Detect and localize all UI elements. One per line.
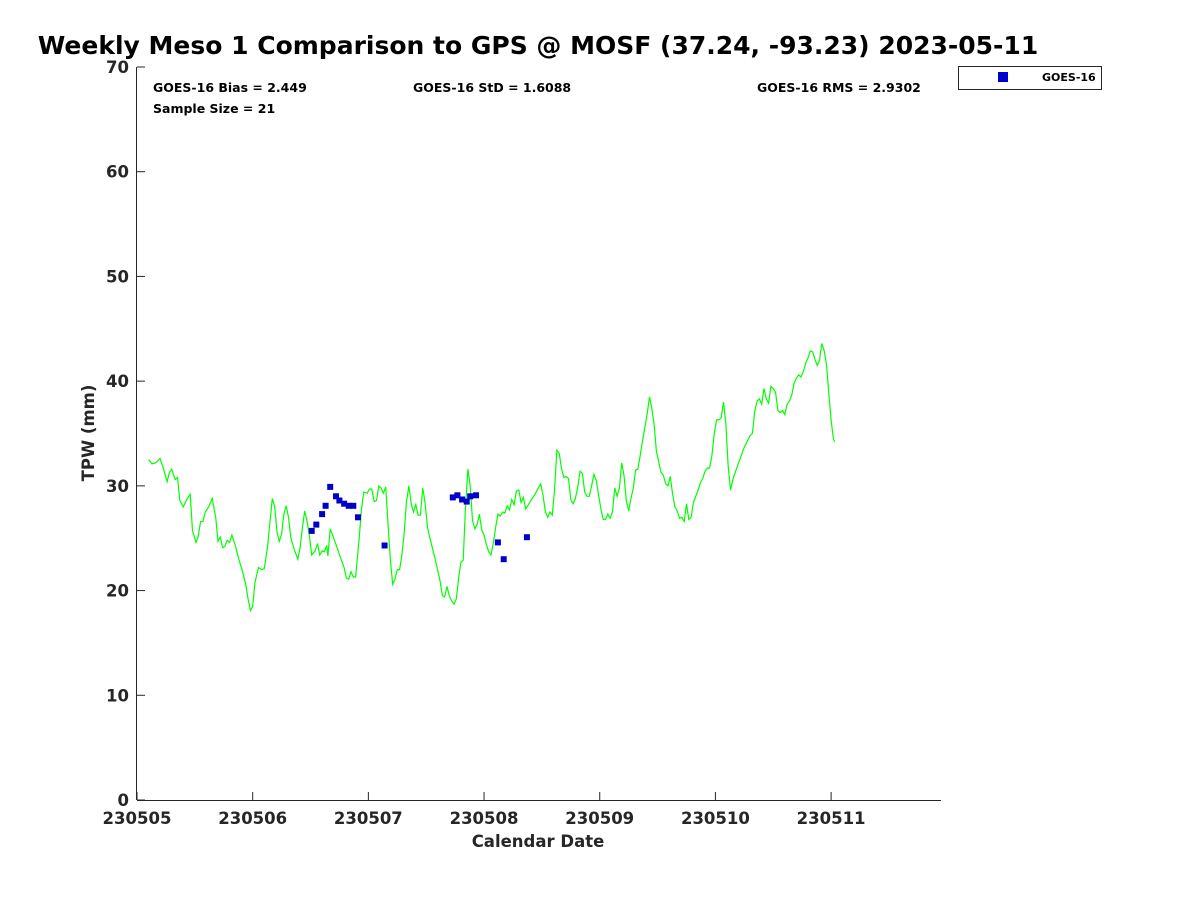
stat-bias: GOES-16 Bias = 2.449 xyxy=(153,80,307,95)
y-tick-label: 70 xyxy=(106,58,129,77)
x-tick-label: 230511 xyxy=(797,809,866,828)
stat-std: GOES-16 StD = 1.6088 xyxy=(413,80,571,95)
y-tick-label: 30 xyxy=(106,477,129,496)
x-tick-label: 230505 xyxy=(103,809,172,828)
legend: GOES-16 xyxy=(958,66,1102,90)
goes-16-point xyxy=(350,502,357,509)
goes-16-point xyxy=(467,493,474,500)
series-layer xyxy=(148,343,836,613)
y-tick-label: 60 xyxy=(106,163,129,182)
y-axis-ticks: 0 10 20 30 40 50 60 70 xyxy=(106,58,145,810)
legend-box xyxy=(958,66,1102,90)
goes-16-point xyxy=(308,527,315,534)
x-tick-label: 230507 xyxy=(334,809,403,828)
goes-16-point xyxy=(463,498,470,505)
goes-16-point xyxy=(500,556,507,563)
x-axis-label: Calendar Date xyxy=(472,832,605,851)
goes-16-point xyxy=(319,511,326,518)
goes-16-point xyxy=(322,502,329,509)
gps-tpw-line xyxy=(148,343,836,613)
goes-16-point xyxy=(473,492,479,499)
goes-16-point xyxy=(345,502,352,509)
y-axis-label: TPW (mm) xyxy=(79,385,98,482)
goes-16-point xyxy=(355,514,361,521)
y-tick-label: 20 xyxy=(106,582,129,601)
y-tick-label: 50 xyxy=(106,267,129,286)
x-tick-label: 230509 xyxy=(565,809,634,828)
goes-16-point xyxy=(449,494,456,501)
y-tick-label: 40 xyxy=(106,372,129,391)
goes-16-point xyxy=(313,521,320,528)
goes-16-point xyxy=(523,534,530,541)
legend-label-goes-16: GOES-16 xyxy=(1042,71,1096,84)
goes-16-point xyxy=(381,542,388,549)
goes-16-point xyxy=(454,492,461,499)
y-tick-label: 10 xyxy=(106,686,129,705)
stats-annotations: GOES-16 Bias = 2.449 GOES-16 StD = 1.608… xyxy=(153,80,921,116)
x-tick-label: 230510 xyxy=(681,809,750,828)
x-tick-label: 230508 xyxy=(450,809,519,828)
goes-16-point xyxy=(494,539,501,546)
y-tick-label: 0 xyxy=(118,791,129,810)
stat-rms: GOES-16 RMS = 2.9302 xyxy=(757,80,921,95)
goes-16-point xyxy=(333,493,339,500)
x-tick-label: 230506 xyxy=(218,809,287,828)
goes-16-point xyxy=(327,483,334,490)
plot-area: 0 10 20 30 40 50 60 70 230505 230506 230507 230508… xyxy=(103,58,941,828)
goes-16-point xyxy=(459,496,466,503)
chart-title: Weekly Meso 1 Comparison to GPS @ MOSF (… xyxy=(38,31,1038,60)
goes-16-point xyxy=(341,500,348,507)
x-axis-ticks: 230505 230506 230507 230508 230509 230510 2305… xyxy=(103,792,866,828)
legend-marker-goes-16 xyxy=(998,72,1008,82)
goes-16-point xyxy=(336,497,343,504)
stat-sample-size: Sample Size = 21 xyxy=(153,101,275,116)
